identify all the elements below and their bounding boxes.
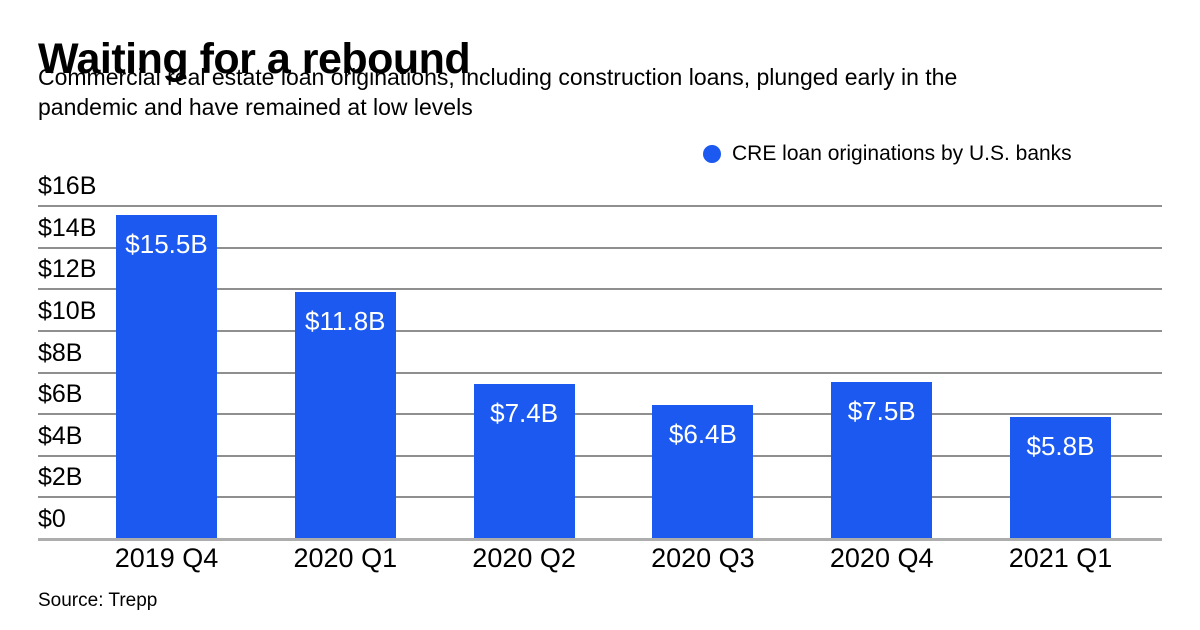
x-axis-tick-label: 2021 Q1 [1008,543,1113,573]
bar: $6.4B [652,404,754,538]
x-axis-tick-label: 2020 Q3 [651,543,755,573]
bar: $7.4B [473,383,575,538]
chart-subtitle-line1: Commercial real estate loan originations… [38,64,958,90]
chart-subtitle: Commercial real estate loan originations… [38,62,957,122]
y-axis-tick-label: $6B [38,380,83,409]
bar-chart: $16B $14B $12B $10B $8B $6B $4B $2B $0 $15.5B 2019… [38,172,1162,580]
bar-value-label: $15.5B [125,229,208,260]
bar-value-label: $5.8B [1026,431,1095,462]
y-axis-tick-label: $12B [38,255,97,284]
x-axis-tick-label: 2020 Q4 [829,543,934,573]
y-axis-tick-label: $8B [38,338,83,367]
x-axis-tick-label: 2020 Q1 [293,543,398,573]
bar: $7.5B [831,381,933,538]
gridline [38,413,1162,416]
gridline [38,246,1162,249]
gridline [38,288,1162,291]
y-axis-tick-label: $2B [38,463,83,492]
gridline [38,329,1162,332]
gridline [38,371,1162,374]
gridline [38,205,1162,207]
bar-value-label: $11.8B [305,306,386,337]
chart-title: Waiting for a rebound [38,34,471,83]
y-axis-tick-label: $14B [38,213,97,242]
bar-value-label: $7.4B [490,397,559,428]
y-axis-tick-label: $4B [38,421,83,450]
legend: CRE loan originations by U.S. banks [703,142,1072,166]
bar: $5.8B [1010,417,1111,538]
x-axis-line [38,538,1162,541]
y-axis-tick-label: $10B [38,296,97,325]
gridline [38,454,1162,457]
bar-value-label: $6.4B [668,418,737,449]
legend-marker-icon [703,145,721,163]
bar-value-label: $7.5B [847,395,916,426]
bar: $15.5B [116,215,217,538]
y-axis-tick-label: $0 [38,505,66,533]
x-axis-tick-label: 2019 Q4 [114,543,219,573]
bar: $11.8B [294,292,396,538]
gridline [38,496,1162,499]
source-note: Source: Trepp [38,590,158,611]
legend-label: CRE loan originations by U.S. banks [732,142,1072,165]
x-axis-tick-label: 2020 Q2 [472,543,576,573]
y-axis-tick-label: $16B [38,172,97,200]
chart-subtitle-line2: pandemic and have remained at low levels [38,94,473,120]
